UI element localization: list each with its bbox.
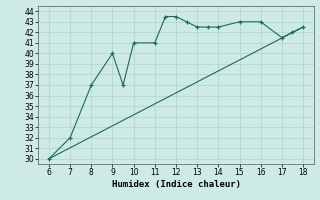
X-axis label: Humidex (Indice chaleur): Humidex (Indice chaleur) <box>111 180 241 189</box>
